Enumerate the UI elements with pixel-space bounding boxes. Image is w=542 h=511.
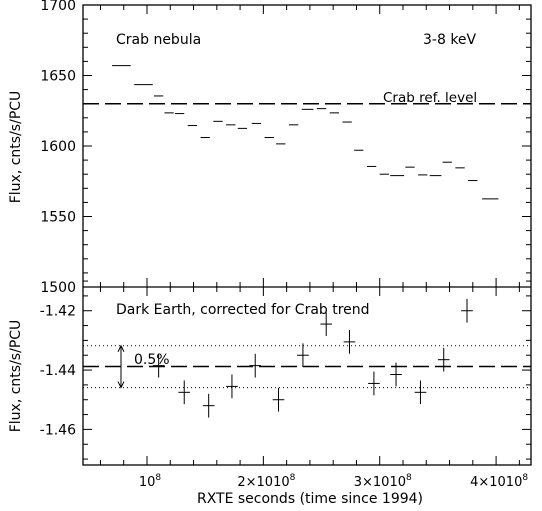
bottom-y-tick-label: -1.44 [40,363,76,379]
plot-frame [82,4,532,466]
x-axis-label: RXTE seconds (time since 1994) [197,491,423,507]
crab-reference-label: Crab ref. level [383,90,477,106]
x-tick-label: 108 [139,473,162,490]
top-y-tick-label: 1650 [40,69,76,85]
top-y-tick-label: 1550 [40,210,76,226]
x-tick-label: 4×10108 [470,473,528,490]
bottom-panel-marks [83,298,531,418]
bottom-panel-title: Dark Earth, corrected for Crab trend [116,302,370,318]
top-y-axis-label: Flux, cnts/s/PCU [8,91,24,204]
top-y-tick-label: 1600 [40,139,76,155]
bottom-y-tick-label: -1.46 [40,422,76,438]
top-panel-energy-label: 3-8 keV [423,32,477,48]
top-y-tick-label: 1700 [40,0,76,14]
band-arrow-head-up [117,344,125,352]
band-arrow-head-down [117,381,125,389]
top-panel-marks [83,65,531,200]
top-y-tick-label: 1500 [40,280,76,296]
axis-ticks: 1700 1650 1600 1550 1500 -1.42 -1.44 -1.46 108 2×… [40,0,531,490]
top-panel-title: Crab nebula [116,32,201,48]
x-tick-label: 2×10108 [237,473,295,490]
bottom-y-axis-label: Flux, cnts/s/PCU [8,320,24,433]
x-tick-label: 3×10108 [354,473,412,490]
bottom-y-tick-label: -1.42 [40,304,76,320]
band-width-label: 0.5% [134,352,170,368]
